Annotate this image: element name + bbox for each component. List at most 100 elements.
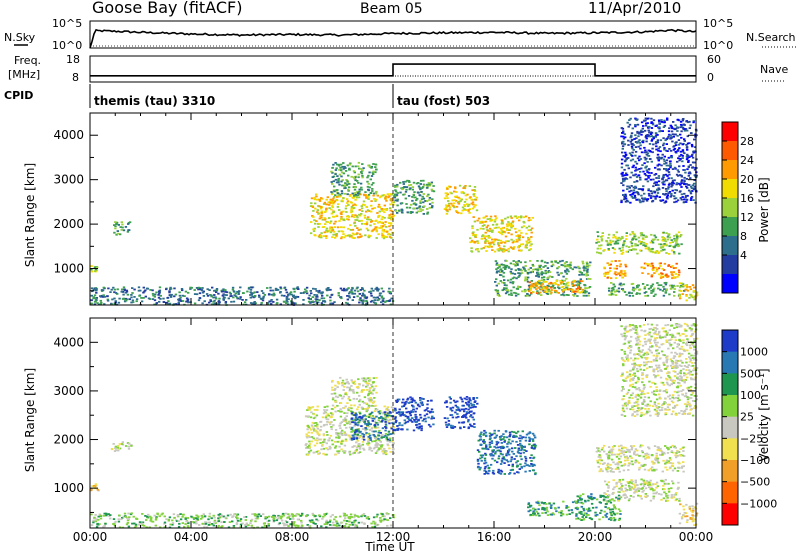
power-cell [354, 214, 357, 217]
power-cell [680, 182, 683, 185]
power-cell [409, 187, 412, 190]
power-cell [388, 292, 392, 294]
power-cell [632, 248, 635, 251]
power-cell [500, 242, 503, 244]
power-cell [496, 289, 499, 292]
power-cell [457, 196, 460, 199]
velocity-cell [402, 405, 406, 407]
power-cell [634, 287, 637, 290]
velocity-cell [272, 517, 275, 520]
velocity-cell [382, 417, 385, 420]
power-cell [694, 146, 697, 148]
power-cell [545, 291, 548, 293]
velocity-cell [354, 423, 357, 426]
power-cell [285, 296, 288, 299]
velocity-cell [312, 417, 316, 420]
power-cell [622, 283, 625, 286]
power-cell [676, 118, 679, 121]
velocity-cell [310, 436, 314, 438]
power-cell [524, 265, 527, 267]
power-cell [639, 243, 642, 245]
power-cell [372, 163, 375, 165]
velocity-cell [323, 523, 326, 526]
power-cell [354, 165, 357, 168]
power-cell [625, 157, 628, 160]
velocity-cell [359, 412, 362, 415]
power-cell [581, 260, 584, 263]
power-cell [679, 284, 683, 287]
power-cell [481, 225, 485, 227]
power-cell [153, 299, 157, 302]
velocity-cell [394, 418, 397, 420]
velocity-cell [323, 513, 326, 516]
power-cell [262, 295, 265, 298]
velocity-cell [467, 400, 470, 403]
power-cell [115, 222, 119, 224]
power-cell [210, 295, 213, 298]
velocity-cell [366, 516, 370, 518]
velocity-cell [196, 518, 199, 520]
velocity-cell [315, 414, 319, 417]
velocity-cell [419, 401, 423, 404]
velocity-cell [388, 414, 391, 417]
velocity-cell [122, 515, 125, 518]
power-cell [470, 198, 473, 201]
power-cell [520, 272, 524, 274]
velocity-cell [377, 431, 380, 434]
power-cell [432, 190, 436, 193]
power-cell [323, 300, 327, 303]
power-cell [688, 172, 691, 175]
power-cell [678, 297, 682, 300]
power-cell [622, 194, 626, 196]
velocity-cell [384, 413, 387, 416]
velocity-cell [312, 521, 315, 523]
power-cell [569, 261, 572, 264]
power-cell [93, 294, 97, 297]
power-cell [314, 234, 317, 237]
power-cell [347, 216, 351, 218]
power-cell [331, 302, 335, 305]
power-cell [654, 166, 657, 169]
power-cell [600, 238, 604, 240]
velocity-cell [316, 431, 319, 434]
velocity-cell [408, 401, 412, 404]
power-cell [507, 232, 510, 234]
velocity-cell [310, 440, 314, 443]
power-cell [563, 279, 566, 282]
power-cell [652, 290, 655, 293]
velocity-cell [96, 523, 99, 526]
velocity-cell [331, 443, 334, 446]
power-cell [504, 235, 508, 238]
power-cell [250, 286, 254, 289]
velocity-cell [358, 403, 361, 406]
power-cell [671, 184, 674, 187]
velocity-cell [374, 437, 377, 440]
power-cell [350, 207, 353, 210]
power-cell [644, 247, 648, 250]
power-cell [651, 283, 655, 286]
velocity-cell [349, 515, 352, 518]
velocity-cell [266, 520, 269, 523]
power-cell [643, 146, 646, 149]
velocity-cell [360, 515, 363, 518]
power-cell [673, 252, 676, 255]
velocity-cell [254, 517, 257, 520]
power-cell [417, 182, 420, 184]
power-cell [220, 290, 224, 293]
velocity-cell [181, 522, 184, 524]
power-cell [661, 249, 665, 251]
power-cell [542, 289, 545, 292]
power-ytick-label: 1000 [53, 262, 84, 276]
power-cell [678, 165, 681, 168]
velocity-cell [167, 518, 171, 521]
velocity-cell [368, 415, 371, 417]
power-cell [348, 291, 352, 293]
power-cell [190, 286, 193, 289]
power-cell [658, 188, 661, 191]
velocity-cell [359, 430, 362, 433]
power-cell [486, 218, 489, 220]
power-cell [157, 294, 160, 296]
power-cell [508, 229, 511, 231]
velocity-cell [308, 443, 312, 445]
power-cell [366, 185, 370, 188]
